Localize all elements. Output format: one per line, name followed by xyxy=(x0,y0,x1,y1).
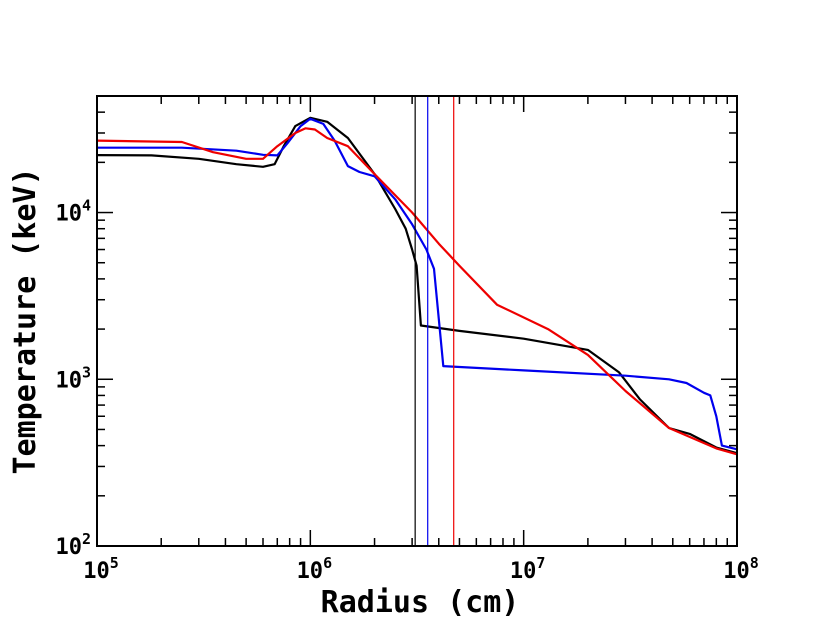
x-tick-label: 106 xyxy=(297,554,333,584)
x-axis-title: Radius (cm) xyxy=(321,585,520,620)
series-line-black xyxy=(96,116,738,455)
series-line-blue xyxy=(97,117,738,451)
x-tick-label: 107 xyxy=(510,554,546,584)
y-tick-label: 104 xyxy=(55,197,91,227)
y-axis-title: Temperature (keV) xyxy=(8,167,43,474)
vertical-markers xyxy=(414,96,455,546)
series-layer xyxy=(96,116,738,456)
tick-labels: 105 106 107 108 102 103 104 xyxy=(55,197,758,584)
x-tick-label: 105 xyxy=(83,554,119,584)
y-tick-label: 102 xyxy=(55,530,91,560)
y-tick-label: 103 xyxy=(55,363,91,393)
x-tick-label: 108 xyxy=(723,554,759,584)
axis-ticks xyxy=(96,95,738,547)
plot-frame xyxy=(96,95,738,547)
series-line-red xyxy=(96,127,738,456)
